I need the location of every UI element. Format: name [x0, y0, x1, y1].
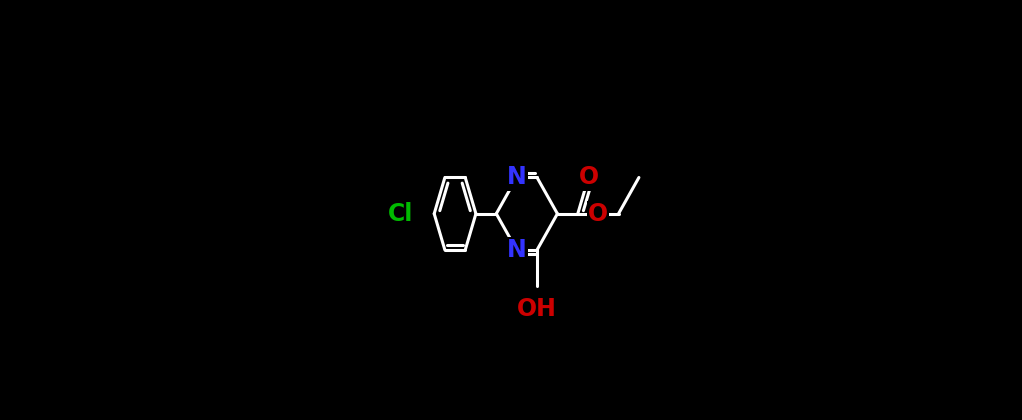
Text: O: O [578, 165, 599, 189]
Text: O: O [588, 202, 608, 226]
Text: OH: OH [517, 297, 557, 321]
Text: Cl: Cl [388, 202, 414, 226]
Text: N: N [507, 238, 526, 262]
Text: N: N [507, 165, 526, 189]
